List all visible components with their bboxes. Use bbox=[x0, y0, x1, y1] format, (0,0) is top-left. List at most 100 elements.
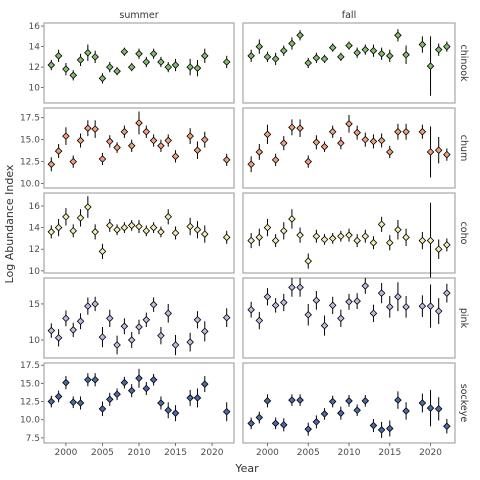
data-point bbox=[361, 232, 370, 241]
data-point bbox=[47, 160, 56, 169]
data-point bbox=[54, 334, 63, 342]
data-point bbox=[135, 119, 143, 127]
data-point bbox=[320, 55, 329, 63]
data-point bbox=[280, 298, 288, 307]
data-point bbox=[171, 341, 180, 349]
data-point bbox=[113, 143, 121, 152]
strip-summer bbox=[44, 7, 234, 22]
data-point bbox=[426, 302, 435, 310]
data-point bbox=[312, 232, 321, 241]
data-point bbox=[320, 235, 329, 244]
data-point bbox=[394, 225, 402, 234]
data-point bbox=[288, 215, 296, 223]
data-point bbox=[98, 155, 107, 163]
data-point bbox=[255, 233, 264, 242]
data-point bbox=[98, 74, 107, 83]
data-point bbox=[426, 62, 435, 70]
data-point bbox=[353, 406, 361, 415]
data-point bbox=[255, 42, 264, 51]
data-point bbox=[142, 227, 151, 235]
data-point bbox=[377, 289, 386, 297]
data-point bbox=[164, 309, 172, 318]
data-point bbox=[142, 316, 151, 324]
data-point bbox=[434, 146, 443, 154]
data-point bbox=[222, 58, 231, 66]
data-point bbox=[377, 136, 386, 145]
data-point bbox=[247, 305, 255, 314]
x-tick-label: 2015 bbox=[378, 448, 401, 458]
data-point bbox=[135, 222, 143, 231]
data-point bbox=[54, 52, 63, 60]
strip-label-coho: coho bbox=[458, 222, 469, 245]
data-point bbox=[418, 40, 427, 49]
y-tick-label: 12 bbox=[29, 245, 40, 255]
strip-label-sockeye: sockeye bbox=[458, 384, 469, 423]
data-point bbox=[296, 396, 304, 404]
data-point bbox=[113, 225, 121, 234]
data-point bbox=[288, 39, 296, 48]
data-point bbox=[222, 313, 231, 322]
data-point bbox=[320, 142, 329, 151]
y-tick-label: 10 bbox=[29, 84, 41, 94]
data-point bbox=[47, 228, 56, 236]
data-point bbox=[263, 292, 272, 301]
data-point bbox=[337, 53, 345, 61]
x-tick-label: 2010 bbox=[338, 448, 361, 458]
data-point bbox=[149, 375, 158, 384]
data-point bbox=[98, 405, 107, 413]
data-point bbox=[106, 395, 114, 404]
data-point bbox=[426, 404, 435, 412]
data-point bbox=[418, 127, 427, 136]
data-point bbox=[280, 421, 288, 429]
y-tick-label: 16 bbox=[29, 22, 41, 32]
data-point bbox=[127, 336, 136, 344]
data-point bbox=[142, 384, 151, 393]
y-tick-label: 16 bbox=[29, 202, 41, 212]
data-point bbox=[54, 223, 63, 232]
data-point bbox=[127, 142, 136, 150]
data-point bbox=[157, 142, 165, 150]
data-point bbox=[62, 378, 70, 387]
data-point bbox=[91, 53, 99, 61]
data-point bbox=[255, 316, 264, 325]
data-point bbox=[62, 65, 70, 73]
y-tick-label: 10.0 bbox=[20, 416, 40, 426]
data-point bbox=[186, 338, 194, 346]
data-point bbox=[434, 307, 443, 315]
data-point bbox=[353, 236, 361, 245]
data-point bbox=[247, 236, 255, 245]
x-tick-label: 2015 bbox=[164, 448, 187, 458]
data-point bbox=[361, 45, 370, 54]
data-point bbox=[47, 61, 56, 69]
data-point bbox=[222, 156, 231, 164]
data-point bbox=[312, 296, 321, 305]
y-tick-label: 17.5 bbox=[20, 361, 40, 371]
data-point bbox=[271, 236, 280, 245]
data-point bbox=[328, 43, 337, 52]
data-point bbox=[353, 128, 361, 137]
y-tick-label: 14 bbox=[29, 224, 41, 234]
data-point bbox=[106, 137, 114, 146]
data-point bbox=[369, 238, 378, 247]
data-point bbox=[62, 213, 70, 221]
data-point bbox=[434, 405, 443, 413]
data-point bbox=[304, 310, 312, 319]
data-point bbox=[418, 399, 427, 407]
data-point bbox=[345, 231, 353, 239]
data-point bbox=[271, 301, 280, 310]
data-point bbox=[369, 421, 378, 430]
data-point bbox=[247, 52, 255, 60]
data-point bbox=[312, 54, 321, 62]
data-point bbox=[186, 132, 194, 140]
data-point bbox=[69, 398, 77, 407]
data-point bbox=[345, 397, 353, 405]
data-point bbox=[386, 238, 394, 247]
x-tick-label: 2000 bbox=[256, 448, 279, 458]
data-point bbox=[120, 322, 129, 331]
data-point bbox=[84, 375, 92, 384]
data-point bbox=[193, 225, 202, 234]
x-tick-label: 2020 bbox=[201, 448, 224, 458]
data-point bbox=[91, 375, 99, 384]
data-point bbox=[171, 409, 180, 417]
